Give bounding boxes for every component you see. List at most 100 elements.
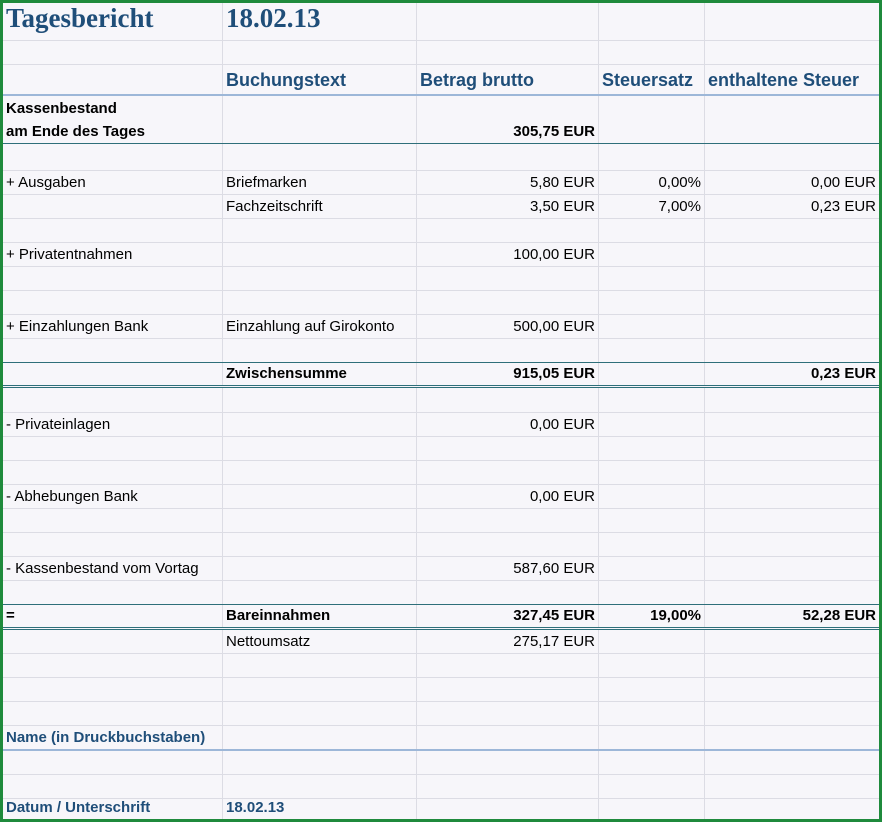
cell[interactable]	[223, 509, 417, 532]
cell[interactable]	[417, 581, 599, 604]
cell[interactable]	[599, 437, 705, 460]
cell[interactable]	[599, 581, 705, 604]
cell[interactable]	[3, 630, 223, 653]
cell[interactable]	[223, 243, 417, 266]
signature-cell[interactable]	[417, 799, 599, 819]
cell[interactable]	[417, 654, 599, 677]
cell[interactable]	[599, 315, 705, 338]
cell[interactable]	[705, 120, 879, 143]
cell[interactable]	[417, 96, 599, 120]
cell[interactable]	[3, 437, 223, 460]
cell[interactable]	[417, 41, 599, 64]
cell[interactable]	[3, 41, 223, 64]
cell[interactable]	[705, 630, 879, 653]
cell[interactable]	[417, 291, 599, 314]
cell[interactable]	[417, 751, 599, 774]
cell[interactable]	[417, 437, 599, 460]
cell[interactable]	[705, 3, 879, 40]
cell[interactable]	[599, 413, 705, 436]
cell[interactable]	[599, 339, 705, 362]
cell[interactable]	[3, 581, 223, 604]
cell[interactable]	[3, 291, 223, 314]
cell[interactable]	[705, 485, 879, 508]
cell[interactable]	[599, 751, 705, 774]
cell[interactable]	[705, 654, 879, 677]
cell[interactable]	[223, 219, 417, 242]
cell[interactable]	[705, 557, 879, 580]
cell[interactable]	[223, 485, 417, 508]
cell[interactable]	[599, 144, 705, 170]
cell[interactable]	[705, 413, 879, 436]
cell[interactable]	[417, 533, 599, 556]
cell[interactable]	[599, 388, 705, 412]
cell[interactable]	[223, 120, 417, 143]
cell[interactable]	[223, 267, 417, 290]
cell[interactable]	[223, 678, 417, 701]
cell[interactable]	[599, 654, 705, 677]
cell[interactable]	[705, 437, 879, 460]
cell[interactable]	[3, 65, 223, 94]
cell[interactable]	[599, 41, 705, 64]
cell[interactable]	[223, 461, 417, 484]
cell[interactable]	[3, 195, 223, 218]
cell[interactable]	[417, 726, 599, 749]
cell[interactable]	[599, 3, 705, 40]
cell[interactable]	[223, 144, 417, 170]
cell[interactable]	[599, 775, 705, 798]
cell[interactable]	[599, 726, 705, 749]
cell[interactable]	[599, 557, 705, 580]
cell[interactable]	[599, 291, 705, 314]
cell[interactable]	[417, 461, 599, 484]
cell[interactable]	[223, 581, 417, 604]
cell[interactable]	[223, 291, 417, 314]
cell[interactable]	[3, 678, 223, 701]
cell[interactable]	[3, 654, 223, 677]
cell[interactable]	[417, 678, 599, 701]
cell[interactable]	[417, 509, 599, 532]
name-input-cell[interactable]	[223, 726, 417, 749]
cell[interactable]	[223, 775, 417, 798]
cell[interactable]	[3, 363, 223, 385]
cell[interactable]	[223, 557, 417, 580]
cell[interactable]	[417, 339, 599, 362]
cell[interactable]	[3, 509, 223, 532]
cell[interactable]	[599, 461, 705, 484]
cell[interactable]	[599, 509, 705, 532]
cell[interactable]	[705, 291, 879, 314]
cell[interactable]	[705, 509, 879, 532]
cell[interactable]	[599, 533, 705, 556]
cell[interactable]	[599, 678, 705, 701]
cell[interactable]	[223, 437, 417, 460]
cell[interactable]	[705, 219, 879, 242]
cell[interactable]	[3, 144, 223, 170]
cell[interactable]	[223, 339, 417, 362]
cell[interactable]	[705, 41, 879, 64]
cell[interactable]	[599, 219, 705, 242]
cell[interactable]	[599, 630, 705, 653]
cell[interactable]	[3, 339, 223, 362]
cell[interactable]	[705, 144, 879, 170]
cell[interactable]	[3, 267, 223, 290]
cell[interactable]	[223, 751, 417, 774]
cell[interactable]	[3, 533, 223, 556]
cell[interactable]	[3, 219, 223, 242]
cell[interactable]	[705, 243, 879, 266]
cell[interactable]	[599, 485, 705, 508]
cell[interactable]	[705, 678, 879, 701]
cell[interactable]	[599, 267, 705, 290]
cell[interactable]	[417, 144, 599, 170]
cell[interactable]	[223, 41, 417, 64]
cell[interactable]	[3, 775, 223, 798]
cell[interactable]	[705, 751, 879, 774]
cell[interactable]	[223, 533, 417, 556]
cell[interactable]	[3, 702, 223, 725]
cell[interactable]	[223, 702, 417, 725]
cell[interactable]	[223, 96, 417, 120]
cell[interactable]	[3, 461, 223, 484]
cell[interactable]	[599, 363, 705, 385]
cell[interactable]	[705, 461, 879, 484]
cell[interactable]	[417, 702, 599, 725]
cell[interactable]	[705, 533, 879, 556]
cell[interactable]	[705, 315, 879, 338]
cell[interactable]	[705, 581, 879, 604]
